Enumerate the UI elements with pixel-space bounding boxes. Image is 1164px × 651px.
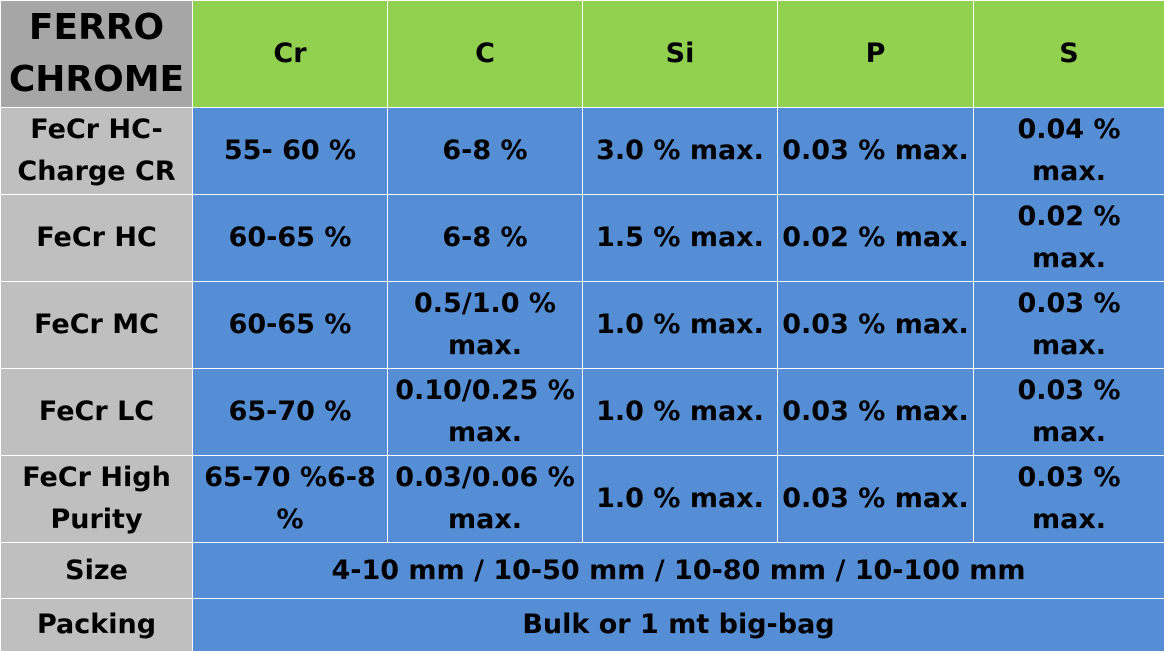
row-label-fecr-hc: FeCr HC bbox=[0, 194, 193, 282]
cell-c: 6-8 % bbox=[387, 107, 583, 195]
cell-cr: 60-65 % bbox=[192, 194, 388, 282]
cell-c: 0.5/1.0 % max. bbox=[387, 281, 583, 369]
row-label-fecr-mc: FeCr MC bbox=[0, 281, 193, 369]
row-label-size: Size bbox=[0, 542, 193, 599]
cell-p: 0.03 % max. bbox=[777, 107, 974, 195]
row-label-fecr-hc-charge-cr: FeCr HC-Charge CR bbox=[0, 107, 193, 195]
packing-row: Packing Bulk or 1 mt big-bag bbox=[0, 598, 1164, 651]
cell-si: 1.0 % max. bbox=[582, 455, 778, 543]
cell-cr: 60-65 % bbox=[192, 281, 388, 369]
table-row: FeCr LC 65-70 % 0.10/0.25 % max. 1.0 % m… bbox=[0, 368, 1164, 456]
cell-s: 0.04 % max. bbox=[973, 107, 1164, 195]
cell-s: 0.03 % max. bbox=[973, 368, 1164, 456]
cell-p: 0.03 % max. bbox=[777, 281, 974, 369]
cell-cr: 55- 60 % bbox=[192, 107, 388, 195]
column-header-cr: Cr bbox=[192, 0, 388, 108]
size-value: 4-10 mm / 10-50 mm / 10-80 mm / 10-100 m… bbox=[192, 542, 1164, 599]
cell-cr: 65-70 %6-8 % bbox=[192, 455, 388, 543]
table-title-cell: FERRO CHROME bbox=[0, 0, 193, 108]
row-label-packing: Packing bbox=[0, 598, 193, 651]
column-header-p: P bbox=[777, 0, 974, 108]
size-row: Size 4-10 mm / 10-50 mm / 10-80 mm / 10-… bbox=[0, 542, 1164, 599]
cell-si: 1.0 % max. bbox=[582, 281, 778, 369]
header-row: FERRO CHROME Cr C Si P S bbox=[0, 0, 1164, 108]
cell-si: 1.5 % max. bbox=[582, 194, 778, 282]
packing-value: Bulk or 1 mt big-bag bbox=[192, 598, 1164, 651]
cell-si: 3.0 % max. bbox=[582, 107, 778, 195]
column-header-c: C bbox=[387, 0, 583, 108]
table-row: FeCr MC 60-65 % 0.5/1.0 % max. 1.0 % max… bbox=[0, 281, 1164, 369]
row-label-fecr-high-purity: FeCr High Purity bbox=[0, 455, 193, 543]
cell-s: 0.03 % max. bbox=[973, 455, 1164, 543]
cell-p: 0.02 % max. bbox=[777, 194, 974, 282]
cell-s: 0.02 % max. bbox=[973, 194, 1164, 282]
cell-c: 6-8 % bbox=[387, 194, 583, 282]
row-label-fecr-lc: FeCr LC bbox=[0, 368, 193, 456]
cell-si: 1.0 % max. bbox=[582, 368, 778, 456]
cell-p: 0.03 % max. bbox=[777, 368, 974, 456]
column-header-s: S bbox=[973, 0, 1164, 108]
column-header-si: Si bbox=[582, 0, 778, 108]
table-row: FeCr HC 60-65 % 6-8 % 1.5 % max. 0.02 % … bbox=[0, 194, 1164, 282]
cell-p: 0.03 % max. bbox=[777, 455, 974, 543]
table-row: FeCr High Purity 65-70 %6-8 % 0.03/0.06 … bbox=[0, 455, 1164, 543]
table-row: FeCr HC-Charge CR 55- 60 % 6-8 % 3.0 % m… bbox=[0, 107, 1164, 195]
cell-s: 0.03 % max. bbox=[973, 281, 1164, 369]
cell-cr: 65-70 % bbox=[192, 368, 388, 456]
cell-c: 0.03/0.06 % max. bbox=[387, 455, 583, 543]
cell-c: 0.10/0.25 % max. bbox=[387, 368, 583, 456]
